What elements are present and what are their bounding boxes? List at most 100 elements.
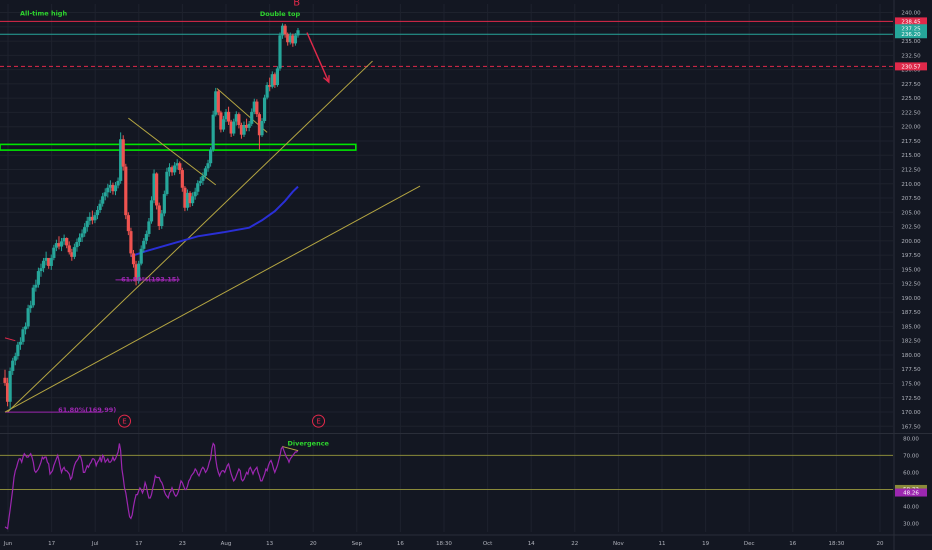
candle	[21, 326, 25, 345]
candle-body	[119, 139, 123, 181]
candle	[155, 172, 159, 210]
price-axis[interactable]: 240.00237.50235.00232.50230.00227.50225.…	[895, 11, 927, 528]
arrow-shaft	[306, 32, 330, 83]
candle-body	[206, 163, 210, 169]
candle	[72, 243, 76, 260]
candle	[31, 284, 35, 308]
candle	[142, 237, 146, 253]
candle-body	[83, 227, 87, 234]
candle-body	[239, 124, 244, 135]
price-tick-label: 207.50	[901, 196, 921, 202]
candle-body	[47, 257, 51, 266]
candle-body	[77, 237, 82, 242]
candle	[252, 98, 256, 115]
candles[interactable]	[3, 23, 300, 410]
rsi-pane[interactable]	[0, 442, 893, 530]
candle	[106, 183, 110, 198]
candle-body	[41, 260, 46, 269]
candle	[211, 110, 215, 152]
rsi-tick-label: 30.00	[903, 521, 919, 527]
rsi-badge	[895, 488, 927, 497]
price-tick-label: 177.50	[901, 367, 921, 373]
candle	[260, 118, 264, 137]
time-tick-label: Oct	[483, 541, 493, 547]
candle	[41, 257, 46, 273]
trendline	[7, 60, 373, 413]
candle	[288, 32, 292, 45]
candle-body	[167, 167, 172, 172]
candle-body	[165, 171, 169, 195]
candle-body	[221, 119, 226, 130]
candle	[34, 279, 38, 292]
candle	[283, 23, 287, 38]
candle	[77, 233, 82, 246]
earnings-marker	[118, 414, 132, 428]
price-tick-label: 200.00	[901, 239, 921, 245]
candle-body	[191, 196, 195, 204]
candle	[216, 89, 220, 116]
candle	[13, 352, 17, 366]
candle-body	[209, 149, 213, 164]
candle-body	[13, 356, 17, 361]
candle	[75, 238, 79, 252]
candle	[139, 245, 143, 266]
candle	[170, 165, 174, 176]
time-tick-label: 23	[179, 541, 186, 547]
candle-body	[57, 243, 61, 247]
candle-body	[144, 233, 148, 241]
candle	[85, 216, 89, 232]
candle-body	[193, 191, 197, 197]
candle-body	[124, 166, 128, 216]
candle	[113, 182, 118, 196]
candle-body	[260, 120, 264, 136]
price-badge-label: 236.20	[901, 32, 921, 38]
candle	[175, 159, 179, 170]
candle	[286, 32, 290, 46]
candle-body	[52, 247, 56, 258]
candle-body	[180, 170, 184, 188]
candle	[144, 230, 148, 245]
candle-body	[90, 216, 94, 221]
candle	[124, 163, 128, 220]
candle-body	[98, 203, 102, 211]
price-badge-label: 238.45	[901, 19, 921, 25]
candle	[18, 337, 23, 350]
candle-body	[147, 221, 151, 234]
candle-body	[203, 168, 208, 176]
candle-body	[5, 382, 10, 402]
price-tick-label: 235.00	[901, 39, 921, 45]
candle	[98, 199, 102, 213]
candle-body	[255, 101, 259, 115]
candle	[121, 135, 125, 171]
candle-body	[23, 326, 28, 330]
candle	[234, 111, 238, 126]
candle-body	[173, 165, 177, 173]
rsi-divergence-line	[282, 446, 299, 452]
candle	[250, 108, 254, 127]
price-tick-label: 170.00	[901, 410, 921, 416]
time-tick-label: 19	[702, 541, 709, 547]
time-tick-label: 16	[397, 541, 404, 547]
candle-body	[11, 360, 15, 371]
price-tick-label: 240.00	[901, 11, 921, 17]
candle-body	[54, 243, 58, 248]
price-tick-label: 225.00	[901, 96, 921, 102]
time-axis[interactable]: Jun 17 Jul 17 23 Aug 13 20 Sep 16 18:30 Oct 14 22 Nov 1…	[3, 541, 884, 547]
time-tick-label: Aug	[221, 541, 232, 547]
candle-body	[26, 308, 30, 327]
candle	[88, 212, 92, 225]
candle	[185, 189, 190, 211]
time-tick-label: 22	[571, 541, 578, 547]
candle	[47, 257, 51, 269]
candle	[149, 196, 154, 224]
candle-body	[131, 253, 136, 265]
candle	[242, 121, 246, 137]
candle	[137, 260, 141, 284]
candle	[129, 227, 133, 257]
candle	[224, 109, 228, 123]
candle-body	[16, 344, 20, 357]
arrow-head	[323, 75, 330, 84]
candle	[255, 99, 259, 117]
candle-body	[8, 370, 12, 402]
